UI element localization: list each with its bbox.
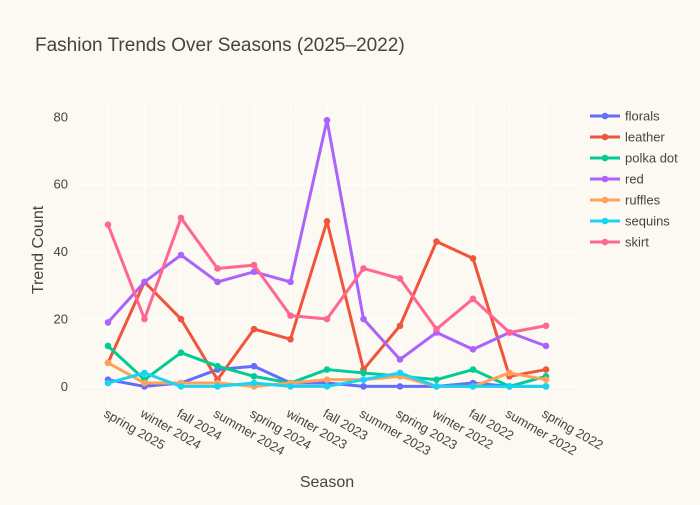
data-point-red (177, 251, 185, 259)
data-point-red (250, 268, 258, 276)
data-point-leather (542, 366, 550, 373)
legend-label-florals: florals (625, 109, 660, 124)
data-point-polka-dot (469, 366, 477, 373)
legend-marker-polka-dot (601, 154, 609, 162)
data-point-skirt (214, 265, 221, 272)
data-point-sequins (469, 383, 477, 390)
data-point-red (396, 356, 404, 363)
data-point-skirt (104, 221, 112, 228)
data-point-skirt (469, 295, 477, 303)
data-point-polka-dot (177, 349, 185, 357)
data-point-skirt (287, 312, 294, 319)
data-point-leather (469, 255, 477, 262)
legend-marker-ruffles (601, 196, 609, 204)
data-point-skirt (141, 315, 148, 323)
data-point-florals (250, 362, 258, 370)
data-point-florals (360, 383, 367, 390)
data-point-skirt (506, 329, 513, 336)
legend-marker-florals (601, 112, 609, 120)
legend-label-leather: leather (625, 130, 665, 145)
data-point-sequins (287, 383, 294, 390)
data-point-sequins (360, 376, 367, 383)
data-point-skirt (433, 325, 440, 333)
data-point-leather (177, 315, 185, 323)
data-point-sequins (396, 369, 404, 377)
data-point-sequins (433, 383, 440, 390)
legend-marker-red (601, 175, 609, 183)
y-tick-label: 60 (54, 177, 68, 192)
data-point-red (360, 315, 367, 323)
legend-label-ruffles: ruffles (625, 193, 661, 208)
data-point-ruffles (141, 379, 148, 387)
chart-title: Fashion Trends Over Seasons (2025–2022) (35, 35, 405, 56)
gridlines (80, 100, 576, 410)
data-point-sequins (542, 383, 550, 390)
data-point-sequins (323, 383, 331, 390)
legend-marker-skirt (601, 238, 609, 246)
data-point-red (323, 116, 331, 124)
legend-marker-leather (601, 133, 609, 141)
data-point-skirt (250, 261, 258, 269)
series-group (104, 116, 550, 390)
data-point-red (287, 278, 294, 286)
data-point-skirt (360, 265, 367, 272)
data-point-florals (396, 383, 404, 390)
legend-label-sequins: sequins (625, 214, 670, 229)
data-point-red (214, 278, 221, 286)
data-point-skirt (177, 214, 185, 222)
legend-label-red: red (625, 172, 644, 187)
data-point-polka-dot (360, 369, 367, 377)
legend-label-polka-dot: polka dot (625, 151, 678, 166)
data-point-polka-dot (433, 376, 440, 383)
data-point-sequins (141, 369, 148, 377)
legend-marker-sequins (601, 217, 609, 225)
y-tick-label: 40 (54, 244, 68, 259)
data-point-red (104, 319, 112, 326)
data-point-red (469, 346, 477, 353)
legend: florals leather polka dot red ruffles sequins… (590, 109, 678, 250)
y-tick-label: 0 (61, 379, 68, 394)
legend-label-skirt: skirt (625, 235, 649, 250)
data-point-red (542, 342, 550, 350)
data-point-skirt (323, 315, 331, 323)
data-point-sequins (177, 383, 185, 390)
data-point-sequins (104, 379, 112, 387)
data-point-ruffles (323, 376, 331, 383)
data-point-polka-dot (323, 366, 331, 373)
x-axis-title: Season (300, 474, 354, 491)
data-point-leather (323, 218, 331, 225)
data-point-leather (287, 335, 294, 343)
data-point-ruffles (104, 359, 112, 367)
data-point-sequins (214, 383, 221, 390)
data-point-sequins (250, 379, 258, 387)
y-axis-ticks: 0 20 40 60 80 (54, 109, 68, 394)
data-point-leather (250, 325, 258, 333)
y-tick-label: 80 (54, 109, 68, 124)
data-point-leather (433, 238, 440, 245)
data-point-ruffles (542, 376, 550, 383)
data-point-polka-dot (214, 362, 221, 370)
data-point-sequins (506, 383, 513, 390)
data-point-skirt (542, 322, 550, 330)
data-point-polka-dot (250, 373, 258, 380)
data-point-polka-dot (104, 342, 112, 350)
data-point-ruffles (506, 369, 513, 377)
y-tick-label: 20 (54, 312, 68, 327)
data-point-leather (396, 322, 404, 330)
data-point-skirt (396, 275, 404, 282)
y-axis-title: Trend Count (30, 205, 47, 294)
data-point-red (141, 278, 148, 286)
